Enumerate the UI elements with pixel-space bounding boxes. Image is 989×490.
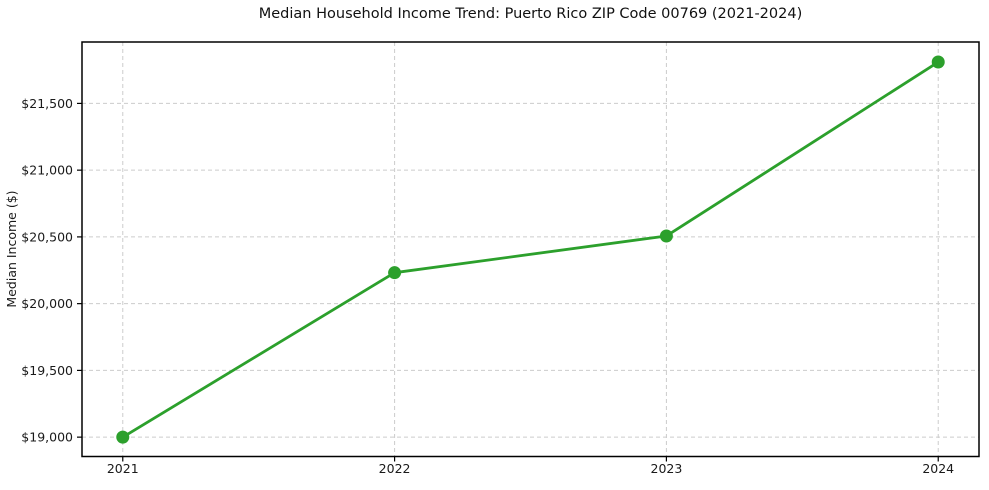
trend-line [121,60,940,439]
data-point-2021 [116,430,130,444]
y-tick-label: $19,000 [21,430,73,445]
y-tick-label: $19,500 [21,363,73,378]
x-tick-label: 2022 [379,461,411,476]
data-point-2024 [931,55,945,69]
x-tick-label: 2023 [651,461,683,476]
plot-border [81,41,980,458]
y-tick-label: $21,500 [21,96,73,111]
y-tick-label: $20,500 [21,229,73,244]
x-tick-label: 2021 [107,461,139,476]
y-tick-label: $20,000 [21,296,73,311]
y-axis-label: Median Income ($) [4,190,19,308]
data-point-2023 [659,229,673,243]
data-point-2022 [388,266,402,280]
y-tick-label: $21,000 [21,163,73,178]
chart-title: Median Household Income Trend: Puerto Ri… [258,6,803,22]
x-tick-label: 2024 [922,461,954,476]
